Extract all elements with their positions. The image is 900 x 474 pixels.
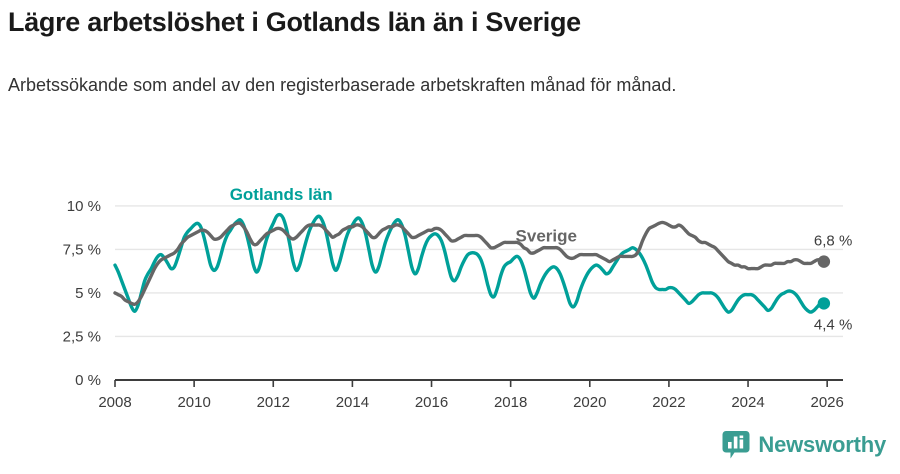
x-axis-tick-label: 2008: [98, 394, 131, 411]
y-axis-tick-label: 0 %: [75, 372, 101, 389]
x-axis-tick-label: 2014: [336, 394, 369, 411]
series-end-markers-group: [817, 255, 831, 310]
x-axis-group: [114, 380, 828, 387]
y-axis-tick-label: 7,5 %: [63, 241, 101, 258]
bar-chart-bubble-icon: [722, 431, 750, 459]
line-chart: 0 % 2,5 % 5 % 7,5 % 10 % 2008 2010 2012 2014 201…: [0, 160, 900, 420]
y-axis-tick-labels: 0 % 2,5 % 5 % 7,5 % 10 %: [63, 198, 101, 389]
x-axis-tick-label: 2018: [494, 394, 527, 411]
series-end-value-labels-group: 6,8 % 4,4 %: [814, 233, 852, 334]
x-axis-tick-labels: 2008 2010 2012 2014 2016 2018 2020 2022 2024 2026: [98, 394, 844, 411]
series-label: Gotlands län: [230, 185, 333, 204]
x-axis-tick-label: 2016: [415, 394, 448, 411]
x-axis-tick-label: 2012: [257, 394, 290, 411]
chart-footer: Newsworthy: [0, 426, 900, 468]
series-line: [113, 220, 826, 307]
series-end-marker: [817, 255, 831, 268]
page-subtitle: Arbetssökande som andel av den registerb…: [8, 75, 677, 95]
series-lines-group: [113, 212, 826, 314]
series-label: Sverige: [516, 227, 577, 246]
y-axis-tick-label: 2,5 %: [63, 328, 101, 345]
y-axis-tick-label: 5 %: [75, 285, 101, 302]
y-axis-tick-label: 10 %: [67, 198, 101, 215]
newsworthy-logo[interactable]: Newsworthy: [722, 430, 886, 460]
x-axis-tick-label: 2010: [177, 394, 210, 411]
series-end-value-label: 6,8 %: [814, 233, 852, 250]
chart-canvas: 0 % 2,5 % 5 % 7,5 % 10 % 2008 2010 2012 2014 201…: [63, 185, 853, 411]
series-line: [113, 212, 826, 314]
x-axis-tick-label: 2026: [810, 394, 843, 411]
series-annotations-group: Gotlands län Sverige: [230, 185, 577, 246]
page-title: Lägre arbetslöshet i Gotlands län än i S…: [8, 7, 581, 37]
x-axis-tick-label: 2020: [573, 394, 606, 411]
gridlines-group: [115, 205, 843, 381]
series-end-marker: [817, 297, 831, 310]
x-axis-tick-label: 2024: [731, 394, 764, 411]
logo-wordmark: Newsworthy: [758, 432, 886, 457]
series-end-value-label: 4,4 %: [814, 316, 852, 333]
x-axis-tick-label: 2022: [652, 394, 685, 411]
